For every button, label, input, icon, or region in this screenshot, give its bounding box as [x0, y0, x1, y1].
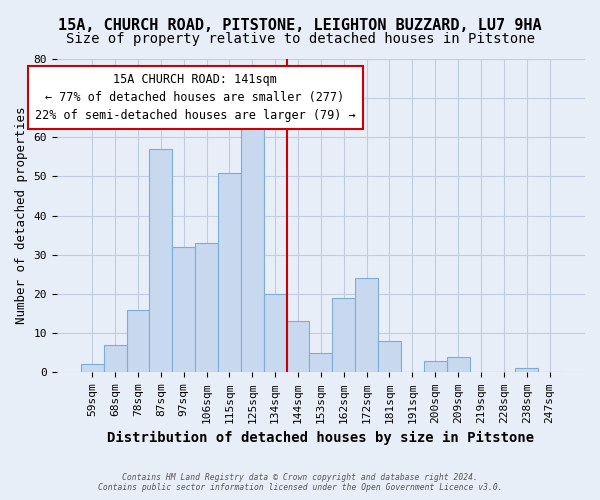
- Text: Size of property relative to detached houses in Pitstone: Size of property relative to detached ho…: [65, 32, 535, 46]
- Y-axis label: Number of detached properties: Number of detached properties: [15, 107, 28, 324]
- Text: 15A CHURCH ROAD: 141sqm
← 77% of detached houses are smaller (277)
22% of semi-d: 15A CHURCH ROAD: 141sqm ← 77% of detache…: [35, 72, 355, 122]
- X-axis label: Distribution of detached houses by size in Pitstone: Distribution of detached houses by size …: [107, 431, 535, 445]
- Bar: [127, 310, 149, 372]
- Bar: [149, 149, 172, 372]
- Bar: [310, 352, 332, 372]
- Bar: [355, 278, 378, 372]
- Bar: [218, 172, 241, 372]
- Bar: [81, 364, 104, 372]
- Bar: [378, 341, 401, 372]
- Bar: [241, 122, 264, 372]
- Bar: [515, 368, 538, 372]
- Text: 15A, CHURCH ROAD, PITSTONE, LEIGHTON BUZZARD, LU7 9HA: 15A, CHURCH ROAD, PITSTONE, LEIGHTON BUZ…: [58, 18, 542, 32]
- Bar: [332, 298, 355, 372]
- Bar: [104, 345, 127, 372]
- Bar: [446, 356, 470, 372]
- Bar: [172, 247, 195, 372]
- Bar: [264, 294, 287, 372]
- Bar: [424, 360, 446, 372]
- Bar: [287, 322, 310, 372]
- Bar: [195, 243, 218, 372]
- Text: Contains HM Land Registry data © Crown copyright and database right 2024.
Contai: Contains HM Land Registry data © Crown c…: [98, 473, 502, 492]
